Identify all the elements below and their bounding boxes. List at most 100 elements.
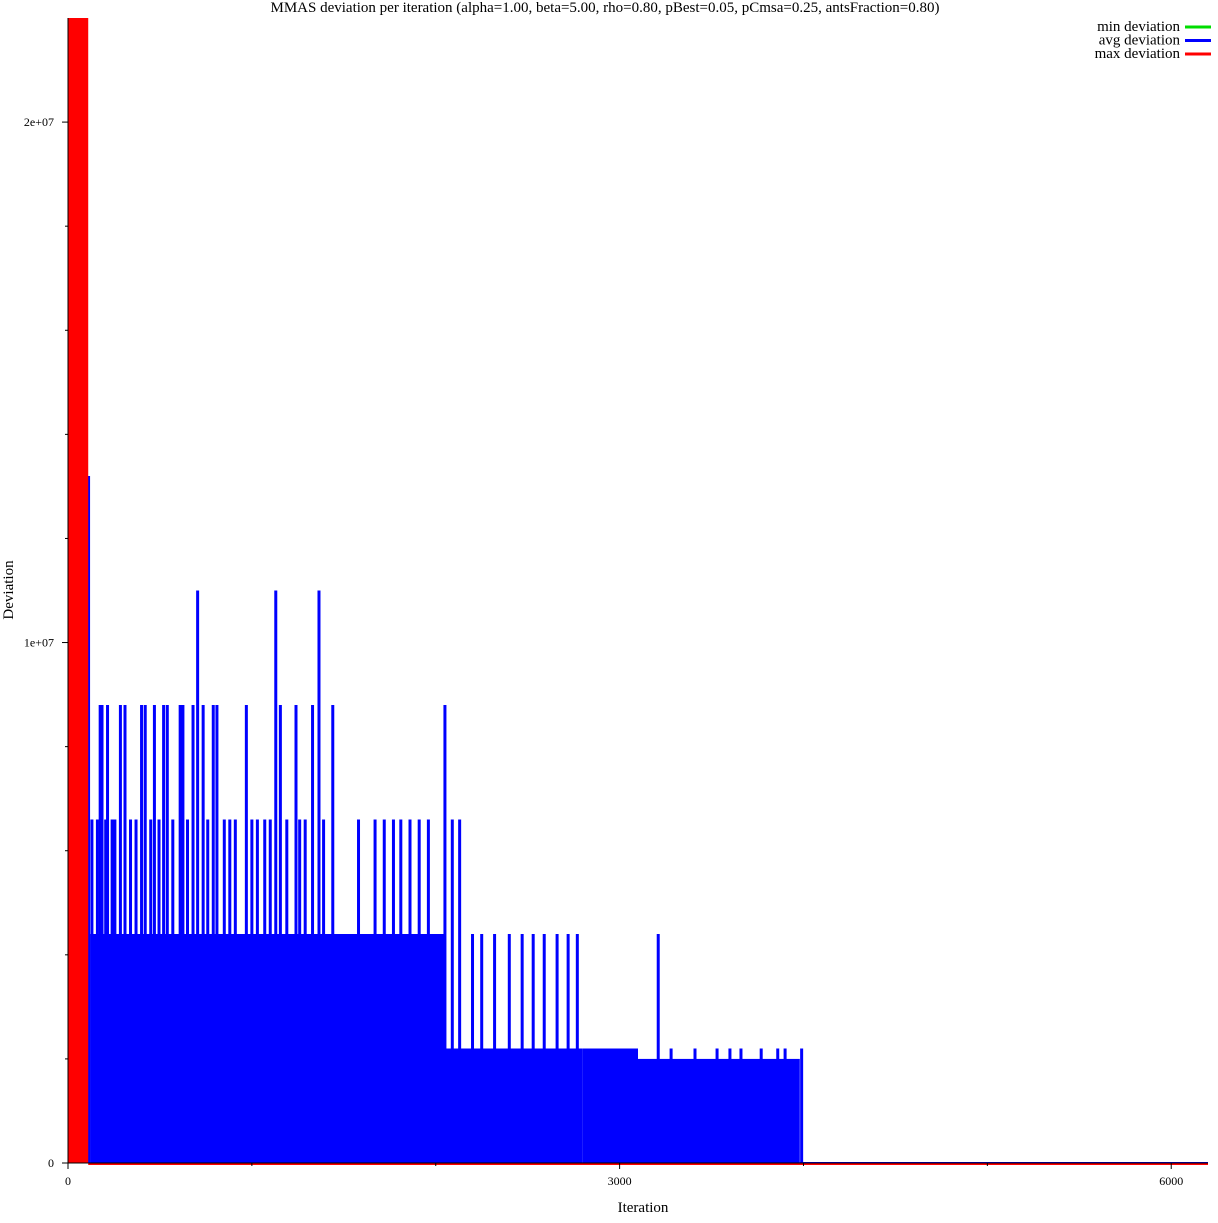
avg-deviation-spike [140, 705, 144, 1163]
avg-deviation-band [638, 1058, 800, 1163]
avg-deviation-spike [268, 819, 272, 1163]
avg-deviation-spike [294, 705, 298, 1163]
avg-deviation-spike [317, 590, 321, 1163]
avg-deviation-band [444, 1048, 583, 1163]
avg-deviation-spike [776, 1048, 780, 1163]
avg-deviation-spike [357, 819, 361, 1163]
avg-deviation-spike [450, 819, 454, 1163]
x-tick-label: 0 [65, 1174, 71, 1188]
avg-deviation-spike [566, 934, 570, 1163]
avg-deviation-spike [123, 705, 127, 1163]
y-tick-label: 0 [48, 1156, 54, 1170]
avg-deviation-spike [399, 819, 403, 1163]
avg-deviation-spike [178, 705, 182, 1163]
avg-deviation-spike [100, 705, 104, 1163]
avg-deviation-spike [196, 590, 200, 1163]
avg-deviation-spike [211, 705, 215, 1163]
avg-deviation-spike [250, 819, 254, 1163]
avg-deviation-spike [373, 819, 377, 1163]
avg-deviation-spike [152, 705, 156, 1163]
y-tick-label: 1e+07 [24, 636, 54, 650]
avg-deviation-spike [98, 705, 102, 1163]
avg-deviation-spike [493, 934, 497, 1163]
avg-deviation-spike [215, 705, 219, 1163]
avg-deviation-band [582, 1048, 638, 1163]
avg-deviation-spike [382, 819, 386, 1163]
avg-deviation-spike [162, 705, 166, 1163]
avg-deviation-spike [555, 934, 559, 1163]
avg-deviation-spike [274, 590, 278, 1163]
avg-deviation-spike [417, 819, 421, 1163]
avg-deviation-spike [228, 819, 232, 1163]
avg-deviation-spike [575, 934, 579, 1163]
avg-deviation-spike [106, 705, 110, 1163]
avg-deviation-spike [542, 934, 546, 1163]
max-deviation-band [68, 18, 89, 1163]
avg-deviation-spike [800, 1048, 804, 1163]
avg-deviation-spike [507, 934, 511, 1163]
avg-deviation-spike [783, 1048, 787, 1163]
avg-deviation-spike [364, 934, 368, 1163]
avg-deviation-band [90, 934, 445, 1163]
avg-deviation-spike [113, 819, 117, 1163]
avg-deviation-spike [715, 1048, 719, 1163]
avg-deviation-spike [222, 819, 226, 1163]
avg-deviation-spike [759, 1048, 763, 1163]
avg-deviation-spike [331, 705, 335, 1163]
avg-deviation-spike [337, 934, 341, 1163]
avg-deviation-spike [157, 819, 161, 1163]
avg-deviation-spike [458, 819, 462, 1163]
x-tick-label: 3000 [608, 1174, 632, 1188]
x-axis-label: Iteration [618, 1200, 669, 1216]
x-tick-label: 6000 [1159, 1174, 1183, 1188]
avg-deviation-spike [480, 934, 484, 1163]
avg-deviation-spike [345, 934, 349, 1163]
avg-deviation-spike [531, 934, 535, 1163]
avg-deviation-spike [285, 819, 289, 1163]
y-axis-label: Deviation [1, 560, 17, 620]
avg-deviation-spike [90, 819, 94, 1163]
avg-deviation-spike [322, 819, 326, 1163]
avg-deviation-spike [471, 934, 475, 1163]
avg-deviation-spike [263, 819, 267, 1163]
avg-deviation-spike [739, 1048, 743, 1163]
avg-deviation-spike [669, 1048, 673, 1163]
chart-title: MMAS deviation per iteration (alpha=1.00… [271, 0, 940, 16]
y-tick-label: 2e+07 [24, 115, 54, 129]
avg-deviation-spike [728, 1048, 732, 1163]
avg-deviation-spike [278, 705, 282, 1163]
avg-deviation-spike [129, 819, 133, 1163]
avg-deviation-spike [311, 705, 315, 1163]
legend-label: min deviation [1097, 19, 1180, 35]
avg-deviation-spike [520, 934, 524, 1163]
avg-deviation-spike [191, 705, 195, 1163]
avg-deviation-spike [244, 705, 248, 1163]
avg-deviation-spike [118, 705, 122, 1163]
plot-area [68, 18, 1208, 1165]
avg-deviation-spike [693, 1048, 697, 1163]
avg-deviation-spike [233, 819, 237, 1163]
avg-deviation-spike [255, 819, 259, 1163]
avg-deviation-spike [149, 819, 153, 1163]
avg-deviation-spike [165, 705, 169, 1163]
axes: 0 1e+07 2e+07 0 3000 6000 [24, 18, 1208, 1188]
avg-deviation-spike [656, 934, 660, 1163]
avg-deviation-spike [201, 705, 205, 1163]
avg-deviation-spike [443, 705, 447, 1163]
avg-deviation-spike [95, 819, 99, 1163]
avg-deviation-spike [391, 819, 395, 1163]
avg-deviation-spike [426, 819, 430, 1163]
avg-deviation-spike [303, 819, 307, 1163]
avg-deviation-spike [408, 819, 412, 1163]
avg-deviation-spike [171, 819, 175, 1163]
avg-deviation-spike [181, 705, 185, 1163]
avg-deviation-spike [206, 819, 210, 1163]
avg-deviation-spike [134, 819, 138, 1163]
legend-label: avg deviation [1099, 33, 1181, 49]
legend-label: max deviation [1095, 46, 1181, 62]
avg-deviation-spike [186, 819, 190, 1163]
avg-deviation-spike [110, 819, 114, 1163]
